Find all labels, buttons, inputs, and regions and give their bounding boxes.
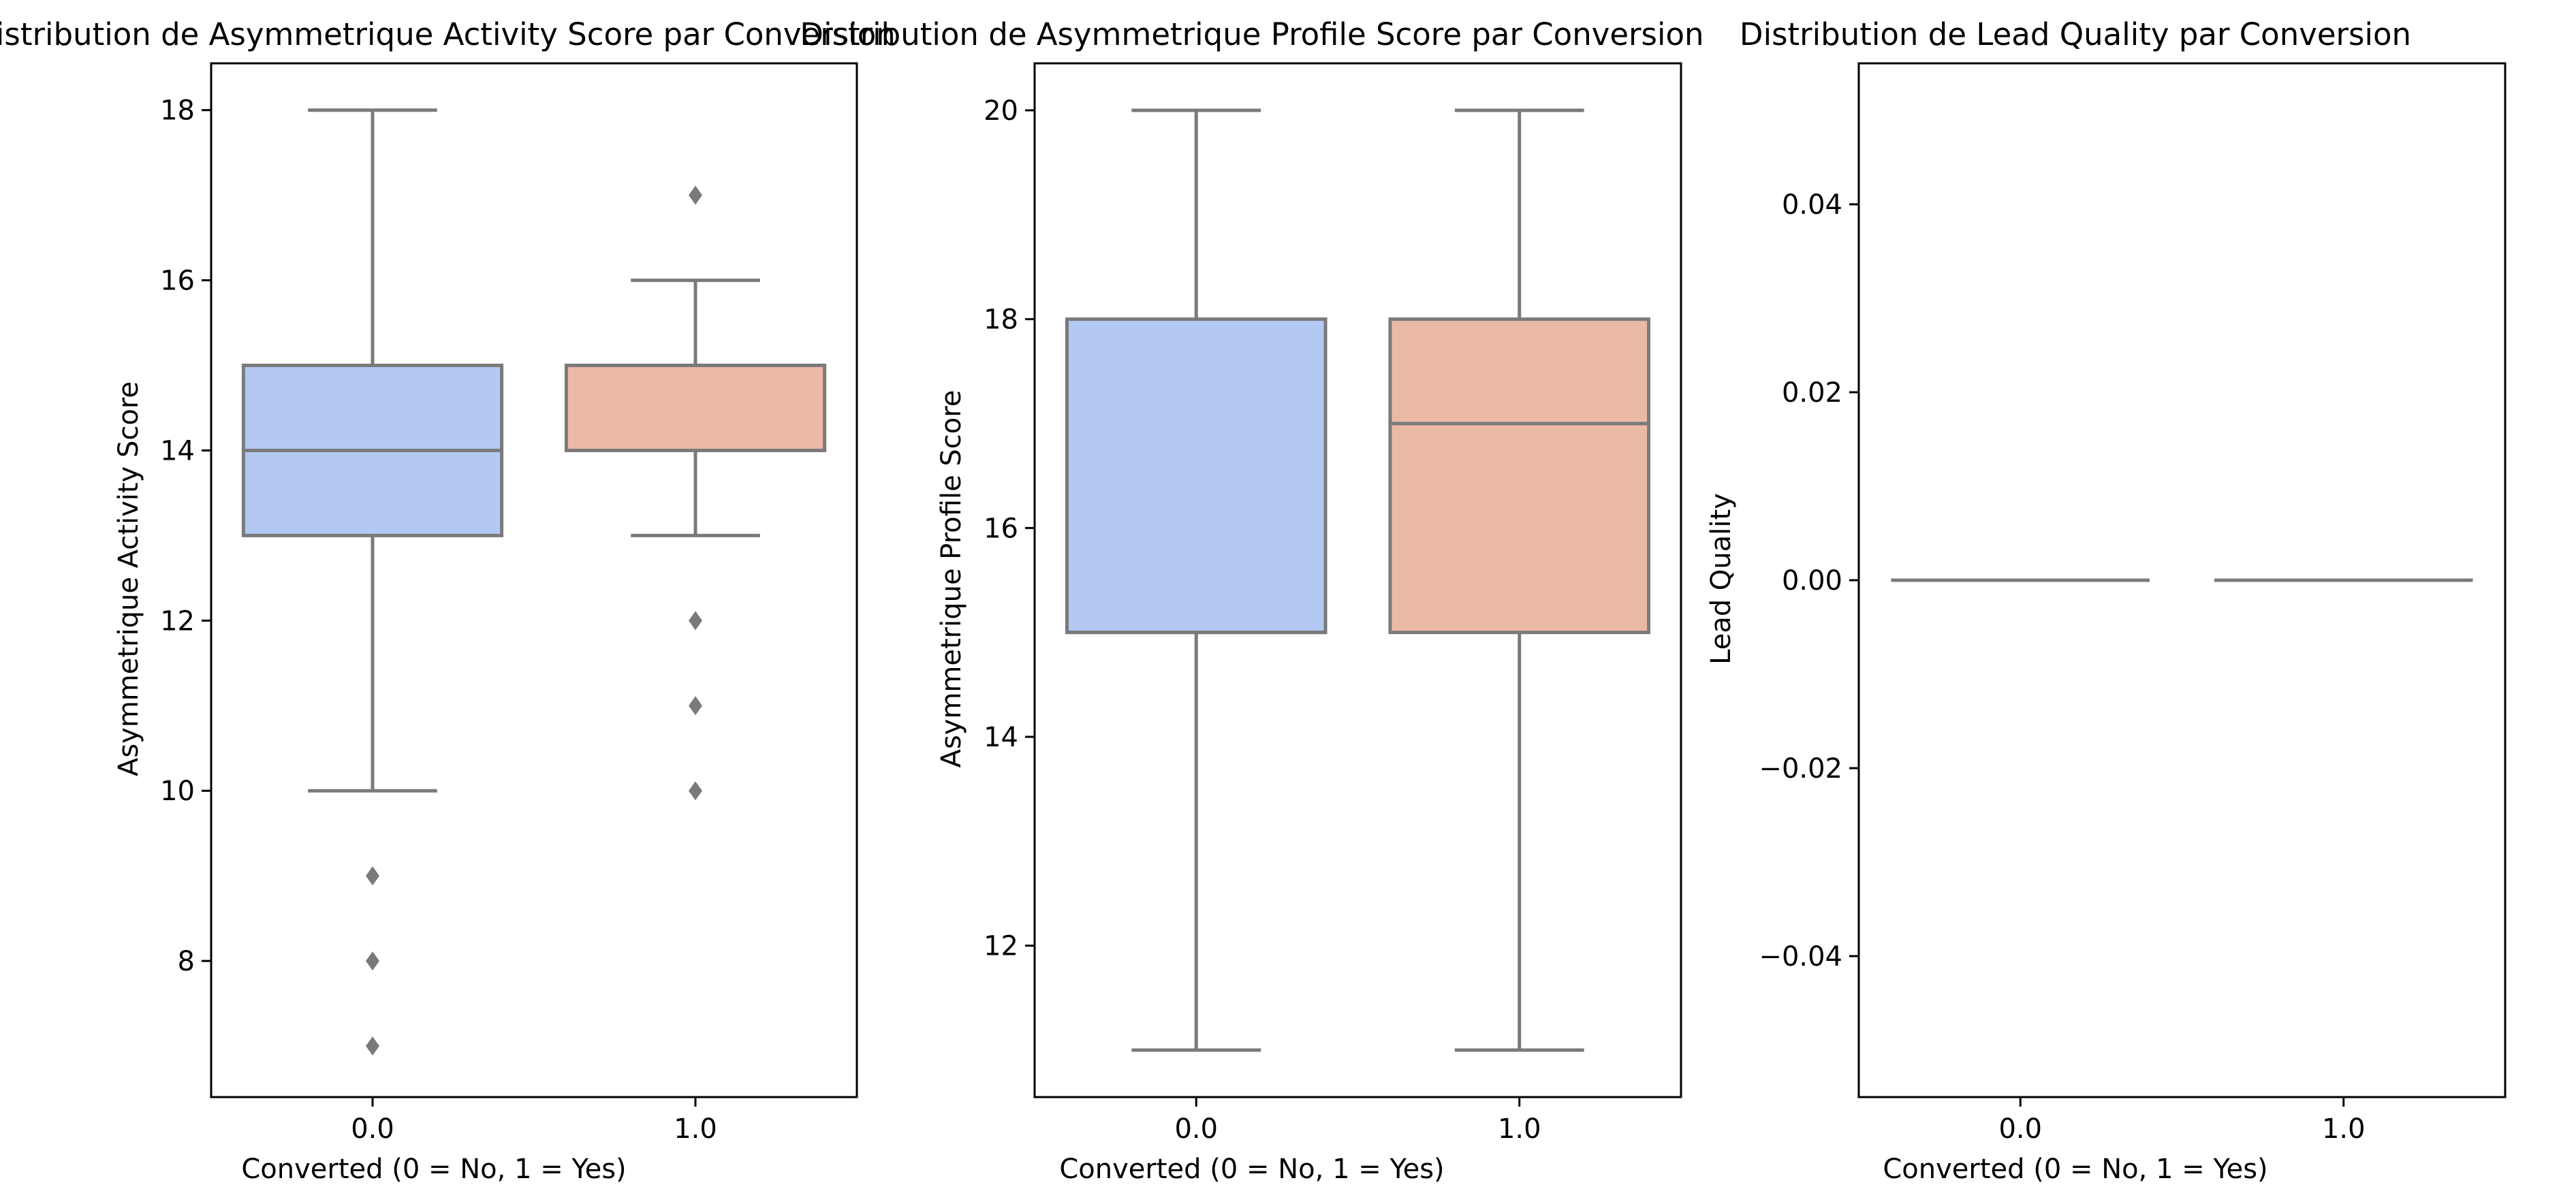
y-tick-label: 14 <box>984 722 1018 753</box>
x-tick-label: 1.0 <box>674 1113 717 1145</box>
y-tick-label: 16 <box>984 513 1018 544</box>
y-tick-label: 18 <box>984 304 1018 336</box>
outlier-point <box>366 866 379 886</box>
y-tick-label: 0.00 <box>1782 565 1842 597</box>
y-tick-label: −0.02 <box>1759 753 1842 785</box>
plot-area: −0.04 −0.02 0.00 0.02 0.04 0.0 1.0 <box>1759 189 2473 1145</box>
outlier-point <box>689 185 702 205</box>
panel-activity-score: Distribution de Asymmetrique Activity Sc… <box>0 16 896 1185</box>
box-group <box>1388 108 1651 1052</box>
outlier-point <box>689 611 702 631</box>
y-tick-label: 18 <box>160 95 195 127</box>
x-axis-label: Converted (0 = No, 1 = Yes) <box>1059 1154 1444 1185</box>
x-tick-label: 1.0 <box>1498 1113 1541 1145</box>
y-tick-label: 12 <box>160 605 195 637</box>
y-tick-label: 12 <box>984 931 1018 962</box>
panel-title: Distribution de Asymmetrique Profile Sco… <box>800 16 1703 52</box>
panel-profile-score: Distribution de Asymmetrique Profile Sco… <box>800 16 1703 1185</box>
y-tick-label: 10 <box>160 776 195 807</box>
panel-lead-quality: Distribution de Lead Quality par Convers… <box>1706 16 2507 1185</box>
x-tick-label: 0.0 <box>1174 1113 1218 1145</box>
box <box>1388 317 1651 635</box>
panel-title: Distribution de Lead Quality par Convers… <box>1740 16 2411 52</box>
box <box>1065 317 1328 635</box>
plot-area: 12 14 16 18 20 0.0 1.0 <box>984 95 1651 1145</box>
outlier-point <box>366 951 379 971</box>
plot-area: 8 10 12 14 16 18 0.0 1.0 <box>160 95 827 1145</box>
outlier-point <box>689 696 702 716</box>
box <box>564 364 827 452</box>
box-group <box>1065 108 1328 1052</box>
x-tick-label: 1.0 <box>2322 1113 2366 1145</box>
y-tick-label: 8 <box>178 946 195 977</box>
y-tick-label: 16 <box>160 266 195 297</box>
box-group <box>564 185 827 801</box>
y-tick-label: 0.02 <box>1782 377 1842 409</box>
axes-frame <box>1857 62 2507 1098</box>
axes-frame <box>1033 62 1682 1098</box>
axes-frame <box>210 62 858 1098</box>
y-axis-label: Lead Quality <box>1706 493 1737 665</box>
x-tick-label: 0.0 <box>351 1113 394 1145</box>
y-tick-label: 20 <box>984 95 1018 127</box>
y-tick-label: −0.04 <box>1759 941 1842 972</box>
outlier-point <box>366 1036 379 1056</box>
x-tick-label: 0.0 <box>1998 1113 2042 1145</box>
y-tick-label: 14 <box>160 435 195 466</box>
y-tick-label: 0.04 <box>1782 189 1842 221</box>
y-axis-label: Asymmetrique Profile Score <box>936 390 967 768</box>
box-group <box>241 108 504 1056</box>
panel-title: Distribution de Asymmetrique Activity Sc… <box>0 16 896 52</box>
outlier-point <box>689 781 702 801</box>
x-axis-label: Converted (0 = No, 1 = Yes) <box>241 1154 626 1185</box>
x-axis-label: Converted (0 = No, 1 = Yes) <box>1883 1154 2267 1185</box>
y-axis-label: Asymmetrique Activity Score <box>113 381 144 776</box>
